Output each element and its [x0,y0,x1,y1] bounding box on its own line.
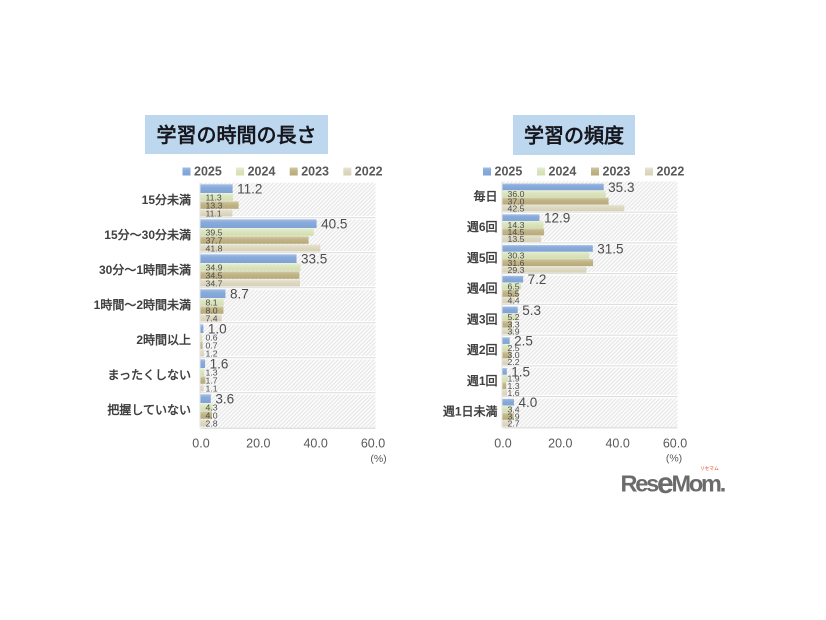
svg-text:8.0: 8.0 [206,305,218,315]
svg-text:週1日未満: 週1日未満 [443,404,498,419]
svg-text:31.6: 31.6 [508,258,525,268]
svg-text:1時間〜2時間未満: 1時間〜2時間未満 [94,297,191,312]
svg-text:週4回: 週4回 [467,281,498,296]
svg-text:2022: 2022 [657,165,685,179]
svg-text:2025: 2025 [495,165,523,179]
svg-text:2024: 2024 [248,165,276,179]
svg-text:5.2: 5.2 [508,312,520,322]
svg-text:13.3: 13.3 [206,200,223,210]
svg-text:7.2: 7.2 [528,272,547,287]
svg-text:12.9: 12.9 [544,211,570,226]
svg-text:(%): (%) [370,453,386,465]
svg-text:31.5: 31.5 [597,241,623,256]
svg-text:2025: 2025 [194,165,222,179]
svg-text:2023: 2023 [603,165,631,179]
svg-text:2時間以上: 2時間以上 [136,332,191,347]
svg-text:35.3: 35.3 [608,180,634,195]
svg-text:4.0: 4.0 [518,395,537,410]
svg-text:0.0: 0.0 [192,437,209,451]
svg-text:6.5: 6.5 [508,281,520,291]
svg-text:40.0: 40.0 [605,437,629,451]
svg-text:ReseMom.: ReseMom. [621,467,725,500]
svg-text:週2回: 週2回 [467,342,498,357]
svg-text:33.5: 33.5 [301,252,327,267]
svg-text:週1回: 週1回 [467,373,498,388]
svg-text:(%): (%) [666,453,682,465]
svg-text:11.1: 11.1 [206,208,222,218]
svg-text:1.3: 1.3 [206,367,218,377]
svg-text:1.5: 1.5 [511,364,530,379]
svg-text:毎日: 毎日 [473,188,497,203]
svg-text:2022: 2022 [355,165,383,179]
svg-text:15分〜30分未満: 15分〜30分未満 [104,227,191,242]
svg-text:把握していない: 把握していない [107,402,191,417]
svg-text:8.7: 8.7 [230,287,249,302]
svg-text:1.0: 1.0 [208,322,227,337]
svg-text:4.3: 4.3 [206,402,218,412]
svg-text:週5回: 週5回 [467,250,498,265]
svg-text:3.3: 3.3 [508,319,520,329]
svg-text:0.7: 0.7 [206,340,218,350]
svg-text:学習の時間の長さ: 学習の時間の長さ [157,123,317,147]
svg-text:36.0: 36.0 [508,189,525,199]
svg-text:3.9: 3.9 [508,412,520,422]
svg-text:41.8: 41.8 [206,243,223,253]
svg-text:34.9: 34.9 [206,262,223,272]
svg-text:1.6: 1.6 [508,388,520,398]
svg-text:3.9: 3.9 [508,326,520,336]
svg-text:34.7: 34.7 [206,278,223,288]
svg-text:3.6: 3.6 [215,392,234,407]
svg-text:13.5: 13.5 [508,234,525,244]
svg-text:週3回: 週3回 [467,311,498,326]
svg-text:30.3: 30.3 [508,251,525,261]
svg-text:30分〜1時間未満: 30分〜1時間未満 [99,262,191,277]
svg-text:5.5: 5.5 [508,289,520,299]
svg-text:2.7: 2.7 [508,419,520,429]
svg-text:1.1: 1.1 [206,383,218,393]
svg-text:1.9: 1.9 [508,374,520,384]
svg-text:学習の頻度: 学習の頻度 [524,123,625,147]
svg-text:2.8: 2.8 [206,418,218,428]
svg-text:2024: 2024 [549,165,577,179]
svg-text:1.3: 1.3 [508,381,520,391]
svg-text:2.5: 2.5 [514,334,533,349]
svg-text:0.6: 0.6 [206,332,218,342]
svg-text:14.3: 14.3 [508,220,525,230]
svg-text:まったくしない: まったくしない [107,368,191,382]
svg-text:14.5: 14.5 [508,227,525,237]
svg-text:40.5: 40.5 [321,217,347,232]
svg-text:29.3: 29.3 [508,265,525,275]
svg-text:1.2: 1.2 [206,348,218,358]
svg-text:8.1: 8.1 [206,297,218,307]
svg-text:3.4: 3.4 [508,404,520,414]
svg-text:4.4: 4.4 [508,296,520,306]
svg-text:20.0: 20.0 [246,437,270,451]
svg-text:40.0: 40.0 [303,437,327,451]
svg-text:20.0: 20.0 [548,437,572,451]
svg-text:60.0: 60.0 [361,437,385,451]
svg-text:リセマム: リセマム [700,466,719,472]
svg-text:週6回: 週6回 [467,219,498,234]
svg-text:39.5: 39.5 [206,227,223,237]
svg-text:4.0: 4.0 [206,410,218,420]
svg-text:0.0: 0.0 [494,437,511,451]
svg-text:60.0: 60.0 [663,437,687,451]
svg-text:2.5: 2.5 [508,343,520,353]
svg-text:1.7: 1.7 [206,375,218,385]
svg-text:11.3: 11.3 [206,192,222,202]
svg-text:34.5: 34.5 [206,270,223,280]
svg-text:3.0: 3.0 [508,350,520,360]
svg-text:15分未満: 15分未満 [142,192,191,207]
svg-text:2023: 2023 [301,165,329,179]
svg-text:37.0: 37.0 [508,196,525,206]
svg-text:37.7: 37.7 [206,235,223,245]
svg-text:7.4: 7.4 [206,313,218,323]
svg-text:2.2: 2.2 [508,357,520,367]
svg-text:11.2: 11.2 [237,182,262,197]
svg-text:5.3: 5.3 [522,303,541,318]
svg-text:42.5: 42.5 [508,203,525,213]
svg-text:1.6: 1.6 [210,357,229,372]
